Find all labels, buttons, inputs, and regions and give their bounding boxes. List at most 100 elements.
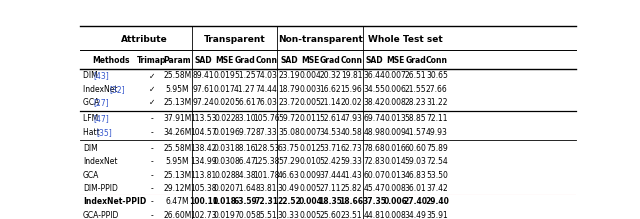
Text: 20.02: 20.02 — [340, 98, 362, 107]
Text: DIM: DIM — [83, 144, 98, 153]
Text: 0.014: 0.014 — [385, 157, 406, 166]
Text: 27.40: 27.40 — [404, 197, 428, 207]
Text: MSE: MSE — [387, 56, 404, 65]
Text: 16.62: 16.62 — [319, 85, 341, 94]
Text: 0.007: 0.007 — [385, 71, 406, 80]
Text: 27.66: 27.66 — [426, 85, 448, 94]
Text: -: - — [150, 211, 154, 219]
Text: 76.03: 76.03 — [255, 98, 277, 107]
Text: SAD: SAD — [195, 56, 212, 65]
Text: 18.79: 18.79 — [278, 85, 300, 94]
Text: 52.42: 52.42 — [319, 157, 341, 166]
Text: 87.33: 87.33 — [255, 128, 277, 137]
Text: 19.81: 19.81 — [341, 71, 362, 80]
Text: [32]: [32] — [109, 85, 125, 94]
Text: Conn: Conn — [255, 56, 277, 65]
Text: 134.99: 134.99 — [190, 157, 217, 166]
Text: [35]: [35] — [97, 128, 113, 137]
Text: 37.42: 37.42 — [426, 184, 448, 193]
Text: 51.25: 51.25 — [234, 71, 256, 80]
Text: 59.33: 59.33 — [340, 157, 362, 166]
Text: 58.85: 58.85 — [404, 115, 426, 124]
Bar — [80, 195, 576, 208]
Text: 0.028: 0.028 — [214, 171, 236, 180]
Text: 29.12M: 29.12M — [163, 184, 191, 193]
Text: IndexNet: IndexNet — [83, 157, 118, 166]
Text: ✓: ✓ — [148, 98, 155, 107]
Text: 0.020: 0.020 — [214, 184, 236, 193]
Text: 38.42: 38.42 — [364, 98, 385, 107]
Text: 30.65: 30.65 — [426, 71, 448, 80]
Text: Methods: Methods — [93, 56, 130, 65]
Text: Grad: Grad — [320, 56, 340, 65]
Text: 25.60: 25.60 — [319, 211, 341, 219]
Text: 63.59: 63.59 — [233, 197, 257, 207]
Text: -: - — [150, 171, 154, 180]
Text: 37.35: 37.35 — [362, 197, 386, 207]
Text: 104.57: 104.57 — [190, 128, 217, 137]
Text: 83.10: 83.10 — [234, 115, 256, 124]
Text: 0.019: 0.019 — [214, 211, 236, 219]
Text: 5.95M: 5.95M — [166, 157, 189, 166]
Text: ✓: ✓ — [148, 71, 155, 80]
Text: 70.05: 70.05 — [234, 211, 256, 219]
Text: 0.006: 0.006 — [385, 85, 406, 94]
Text: 86.47: 86.47 — [234, 157, 256, 166]
Text: 75.89: 75.89 — [426, 144, 448, 153]
Text: 0.016: 0.016 — [385, 144, 406, 153]
Text: 0.008: 0.008 — [385, 184, 406, 193]
Text: 23.72: 23.72 — [278, 98, 300, 107]
Text: 59.72: 59.72 — [278, 115, 300, 124]
Text: 72.83: 72.83 — [364, 157, 385, 166]
Text: 128.53: 128.53 — [253, 144, 280, 153]
Text: SAD: SAD — [280, 56, 298, 65]
Text: -: - — [150, 184, 154, 193]
Text: 60.60: 60.60 — [404, 144, 426, 153]
Text: 31.22: 31.22 — [426, 98, 447, 107]
Text: 0.011: 0.011 — [300, 115, 321, 124]
Text: 138.42: 138.42 — [190, 144, 217, 153]
Text: 21.14: 21.14 — [319, 98, 341, 107]
Text: 74.03: 74.03 — [255, 71, 277, 80]
Text: 27.11: 27.11 — [319, 184, 341, 193]
Text: [27]: [27] — [93, 98, 109, 107]
Text: MSE: MSE — [301, 56, 319, 65]
Text: 88.16: 88.16 — [234, 144, 255, 153]
Text: 41.57: 41.57 — [404, 128, 426, 137]
Text: 25.13M: 25.13M — [163, 171, 191, 180]
Text: 46.83: 46.83 — [404, 171, 426, 180]
Text: Conn: Conn — [426, 56, 448, 65]
Text: 0.005: 0.005 — [300, 211, 321, 219]
Text: 0.018: 0.018 — [213, 197, 237, 207]
Text: 25.58M: 25.58M — [163, 144, 191, 153]
Text: [43]: [43] — [93, 71, 109, 80]
Text: Whole Test set: Whole Test set — [368, 35, 443, 44]
Text: 57.29: 57.29 — [278, 157, 300, 166]
Text: GCA-PPID: GCA-PPID — [83, 211, 119, 219]
Text: IndexNet-PPID: IndexNet-PPID — [83, 197, 146, 207]
Text: Param: Param — [164, 56, 191, 65]
Text: 0.004: 0.004 — [298, 197, 322, 207]
Text: 62.73: 62.73 — [340, 144, 362, 153]
Text: 37.44: 37.44 — [319, 171, 341, 180]
Text: 18.66: 18.66 — [340, 197, 364, 207]
Text: 101.78: 101.78 — [253, 171, 280, 180]
Text: 60.07: 60.07 — [363, 171, 385, 180]
Text: IndexNet: IndexNet — [83, 85, 120, 94]
Text: 78.68: 78.68 — [364, 144, 385, 153]
Text: MSE: MSE — [216, 56, 234, 65]
Text: 100.11: 100.11 — [189, 197, 218, 207]
Text: 46.63: 46.63 — [278, 171, 300, 180]
Text: 69.74: 69.74 — [363, 115, 385, 124]
Text: 84.38: 84.38 — [234, 171, 256, 180]
Text: 34.49: 34.49 — [404, 211, 426, 219]
Text: -: - — [150, 115, 154, 124]
Text: 41.43: 41.43 — [340, 171, 362, 180]
Text: ✓: ✓ — [148, 85, 155, 94]
Text: 23.19: 23.19 — [278, 71, 300, 80]
Text: 34.55: 34.55 — [363, 85, 385, 94]
Text: 6.47M: 6.47M — [166, 197, 189, 207]
Text: 36.44: 36.44 — [363, 71, 385, 80]
Text: GCA: GCA — [83, 171, 99, 180]
Text: 28.23: 28.23 — [404, 98, 426, 107]
